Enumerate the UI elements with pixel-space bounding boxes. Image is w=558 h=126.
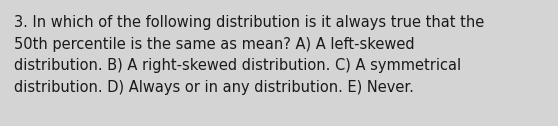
Text: 3. In which of the following distribution is it always true that the
50th percen: 3. In which of the following distributio…: [14, 15, 484, 95]
